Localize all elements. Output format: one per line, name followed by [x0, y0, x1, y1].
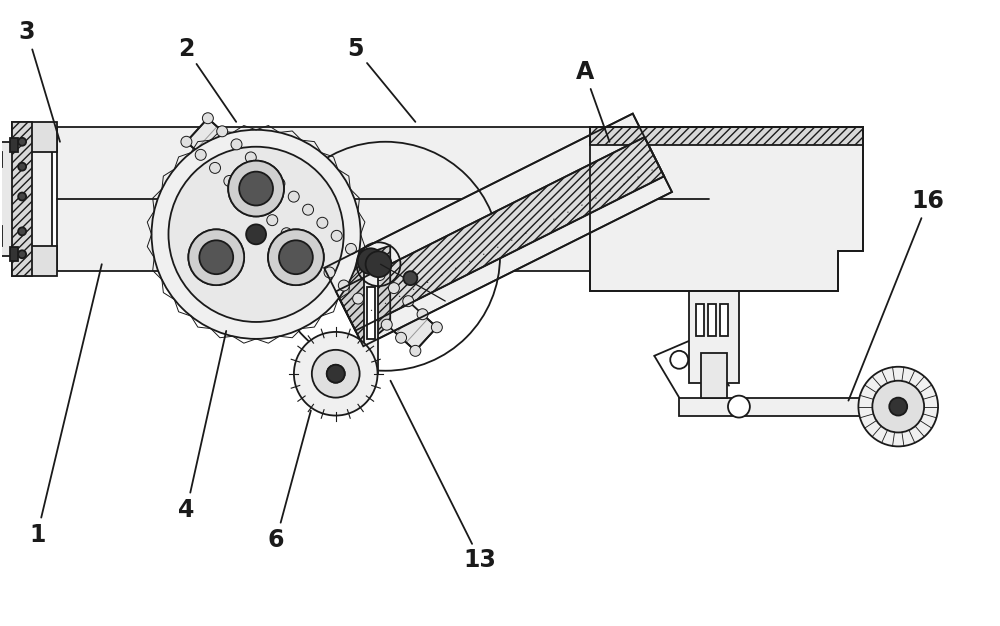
- Bar: [10, 247, 18, 261]
- Circle shape: [239, 172, 273, 205]
- Circle shape: [670, 351, 688, 369]
- Circle shape: [366, 251, 391, 277]
- Circle shape: [317, 217, 328, 228]
- Circle shape: [18, 193, 26, 200]
- Text: 16: 16: [912, 190, 945, 213]
- Circle shape: [346, 244, 356, 254]
- Text: 4: 4: [178, 498, 195, 522]
- Circle shape: [246, 224, 266, 244]
- Polygon shape: [0, 151, 2, 246]
- Circle shape: [199, 240, 233, 274]
- Circle shape: [388, 282, 399, 294]
- Bar: [701, 353, 727, 398]
- Polygon shape: [364, 261, 378, 374]
- Polygon shape: [186, 118, 437, 351]
- Circle shape: [403, 295, 414, 307]
- Polygon shape: [0, 141, 17, 256]
- Polygon shape: [590, 127, 863, 291]
- Circle shape: [327, 365, 345, 382]
- Circle shape: [18, 138, 26, 146]
- Circle shape: [152, 130, 361, 339]
- Circle shape: [268, 229, 324, 285]
- Text: 3: 3: [19, 20, 35, 44]
- Bar: [10, 138, 18, 151]
- Circle shape: [310, 254, 321, 265]
- Circle shape: [195, 150, 206, 160]
- Circle shape: [331, 230, 342, 241]
- Circle shape: [217, 126, 228, 136]
- Circle shape: [252, 202, 263, 213]
- Circle shape: [403, 271, 417, 285]
- Circle shape: [417, 309, 428, 320]
- Circle shape: [279, 240, 313, 274]
- Circle shape: [245, 152, 256, 163]
- Circle shape: [288, 191, 299, 202]
- Circle shape: [228, 161, 284, 217]
- Polygon shape: [57, 127, 709, 271]
- Circle shape: [353, 293, 364, 304]
- Text: A: A: [575, 60, 594, 84]
- Circle shape: [294, 332, 378, 416]
- Circle shape: [367, 306, 378, 317]
- Polygon shape: [12, 122, 32, 276]
- Bar: [720, 304, 728, 336]
- Circle shape: [18, 250, 26, 259]
- Circle shape: [728, 396, 750, 418]
- Bar: [367, 287, 375, 339]
- Polygon shape: [12, 246, 57, 276]
- Circle shape: [312, 350, 360, 398]
- Polygon shape: [12, 122, 57, 151]
- Text: 2: 2: [178, 37, 195, 61]
- Circle shape: [18, 163, 26, 171]
- Circle shape: [181, 136, 192, 147]
- Circle shape: [889, 398, 907, 416]
- Circle shape: [168, 146, 344, 322]
- Circle shape: [327, 365, 345, 382]
- Circle shape: [295, 241, 306, 252]
- Circle shape: [224, 175, 235, 187]
- Circle shape: [268, 229, 324, 285]
- Circle shape: [274, 178, 285, 189]
- Circle shape: [228, 161, 284, 217]
- Circle shape: [231, 139, 242, 150]
- Circle shape: [324, 267, 335, 278]
- Circle shape: [374, 270, 385, 280]
- Circle shape: [188, 229, 244, 285]
- Polygon shape: [324, 113, 672, 346]
- Circle shape: [431, 322, 442, 333]
- Circle shape: [858, 367, 938, 446]
- Polygon shape: [324, 245, 390, 346]
- Circle shape: [260, 165, 271, 176]
- Polygon shape: [17, 132, 52, 266]
- Circle shape: [188, 229, 244, 285]
- Polygon shape: [336, 137, 664, 331]
- Text: 13: 13: [464, 548, 497, 572]
- Bar: [689, 291, 739, 382]
- Text: 5: 5: [347, 37, 364, 61]
- Bar: [708, 304, 716, 336]
- Polygon shape: [590, 127, 863, 145]
- Circle shape: [396, 332, 407, 343]
- Circle shape: [358, 249, 384, 274]
- Circle shape: [303, 204, 314, 215]
- Circle shape: [338, 280, 349, 291]
- Circle shape: [360, 257, 371, 267]
- Text: 6: 6: [268, 528, 284, 552]
- Bar: [696, 304, 704, 336]
- Polygon shape: [679, 398, 898, 416]
- Circle shape: [210, 162, 220, 173]
- Text: 1: 1: [29, 523, 45, 547]
- Circle shape: [872, 381, 924, 433]
- Circle shape: [238, 188, 249, 200]
- Circle shape: [410, 346, 421, 356]
- Circle shape: [202, 113, 213, 124]
- Circle shape: [267, 215, 278, 225]
- Circle shape: [281, 228, 292, 239]
- Circle shape: [18, 227, 26, 235]
- Circle shape: [381, 319, 392, 330]
